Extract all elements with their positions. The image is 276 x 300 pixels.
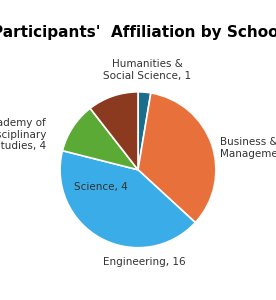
Wedge shape: [60, 151, 195, 248]
Wedge shape: [138, 92, 151, 170]
Text: Academy of
Interdisciplinary
Studies, 4: Academy of Interdisciplinary Studies, 4: [0, 118, 46, 151]
Text: Business &
Management, 13: Business & Management, 13: [220, 137, 276, 159]
Wedge shape: [62, 108, 138, 170]
Text: Engineering, 16: Engineering, 16: [103, 257, 185, 267]
Wedge shape: [138, 93, 216, 223]
Wedge shape: [90, 92, 138, 170]
Text: Humanities &
Social Science, 1: Humanities & Social Science, 1: [103, 59, 192, 81]
Title: Participants'  Affiliation by School: Participants' Affiliation by School: [0, 25, 276, 40]
Text: Science, 4: Science, 4: [74, 182, 128, 192]
